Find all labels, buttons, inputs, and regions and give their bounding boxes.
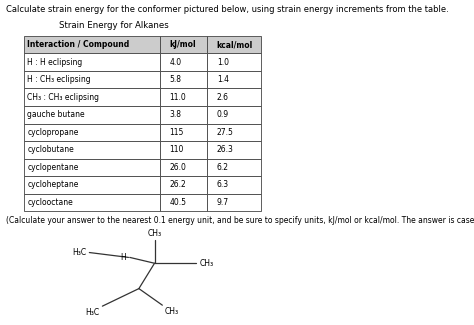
Text: kcal/mol: kcal/mol (217, 40, 253, 49)
Text: 110: 110 (170, 145, 184, 154)
Bar (160, 124, 208, 141)
Text: Interaction / Compound: Interaction / Compound (27, 40, 129, 49)
Bar (24, 106, 160, 124)
Text: 27.5: 27.5 (217, 128, 234, 137)
Bar (160, 88, 208, 106)
Text: 11.0: 11.0 (170, 93, 186, 102)
Bar (160, 53, 208, 71)
Text: 5.8: 5.8 (170, 75, 182, 84)
Text: H₃C: H₃C (73, 248, 87, 257)
Bar (160, 194, 208, 211)
Text: 6.2: 6.2 (217, 163, 229, 172)
Text: cycloheptane: cycloheptane (27, 180, 79, 189)
Text: cyclopentane: cyclopentane (27, 163, 79, 172)
Bar (160, 71, 208, 88)
Bar (24, 124, 160, 141)
Bar (160, 141, 208, 159)
Bar (207, 36, 261, 53)
Text: 6.3: 6.3 (217, 180, 229, 189)
Text: 1.4: 1.4 (217, 75, 229, 84)
Bar (24, 53, 160, 71)
Bar (207, 88, 261, 106)
Bar (207, 106, 261, 124)
Bar (160, 36, 208, 53)
Text: 2.6: 2.6 (217, 93, 229, 102)
Text: H: H (120, 253, 127, 262)
Bar (207, 194, 261, 211)
Text: kJ/mol: kJ/mol (170, 40, 196, 49)
Text: gauche butane: gauche butane (27, 110, 85, 119)
Text: H : H eclipsing: H : H eclipsing (27, 58, 82, 67)
Text: cyclooctane: cyclooctane (27, 198, 73, 207)
Bar (207, 53, 261, 71)
Text: 115: 115 (170, 128, 184, 137)
Text: 0.9: 0.9 (217, 110, 229, 119)
Text: 26.2: 26.2 (170, 180, 186, 189)
Text: CH₃: CH₃ (200, 259, 213, 268)
Text: cyclopropane: cyclopropane (27, 128, 79, 137)
Text: (Calculate your answer to the nearest 0.1 energy unit, and be sure to specify un: (Calculate your answer to the nearest 0.… (6, 216, 474, 225)
Text: Calculate strain energy for the conformer pictured below, using strain energy in: Calculate strain energy for the conforme… (6, 5, 448, 14)
Bar (24, 36, 160, 53)
Bar (207, 71, 261, 88)
Text: CH₃: CH₃ (165, 307, 179, 316)
Bar (24, 71, 160, 88)
Bar (160, 159, 208, 176)
Text: H : CH₃ eclipsing: H : CH₃ eclipsing (27, 75, 91, 84)
Text: 4.0: 4.0 (170, 58, 182, 67)
Bar (24, 159, 160, 176)
Text: 3.8: 3.8 (170, 110, 182, 119)
Text: cyclobutane: cyclobutane (27, 145, 74, 154)
Bar (207, 141, 261, 159)
Bar (160, 106, 208, 124)
Text: 26.3: 26.3 (217, 145, 234, 154)
Bar (207, 159, 261, 176)
Bar (160, 176, 208, 194)
Text: Strain Energy for Alkanes: Strain Energy for Alkanes (59, 21, 169, 30)
Bar (24, 88, 160, 106)
Bar (207, 124, 261, 141)
Text: 1.0: 1.0 (217, 58, 229, 67)
Text: 26.0: 26.0 (170, 163, 186, 172)
Bar (24, 194, 160, 211)
Text: CH₃: CH₃ (147, 228, 162, 238)
Text: 9.7: 9.7 (217, 198, 229, 207)
Bar (207, 176, 261, 194)
Text: CH₃ : CH₃ eclipsing: CH₃ : CH₃ eclipsing (27, 93, 99, 102)
Text: H₃C: H₃C (86, 308, 100, 317)
Bar (24, 176, 160, 194)
Text: 40.5: 40.5 (170, 198, 186, 207)
Bar (24, 141, 160, 159)
